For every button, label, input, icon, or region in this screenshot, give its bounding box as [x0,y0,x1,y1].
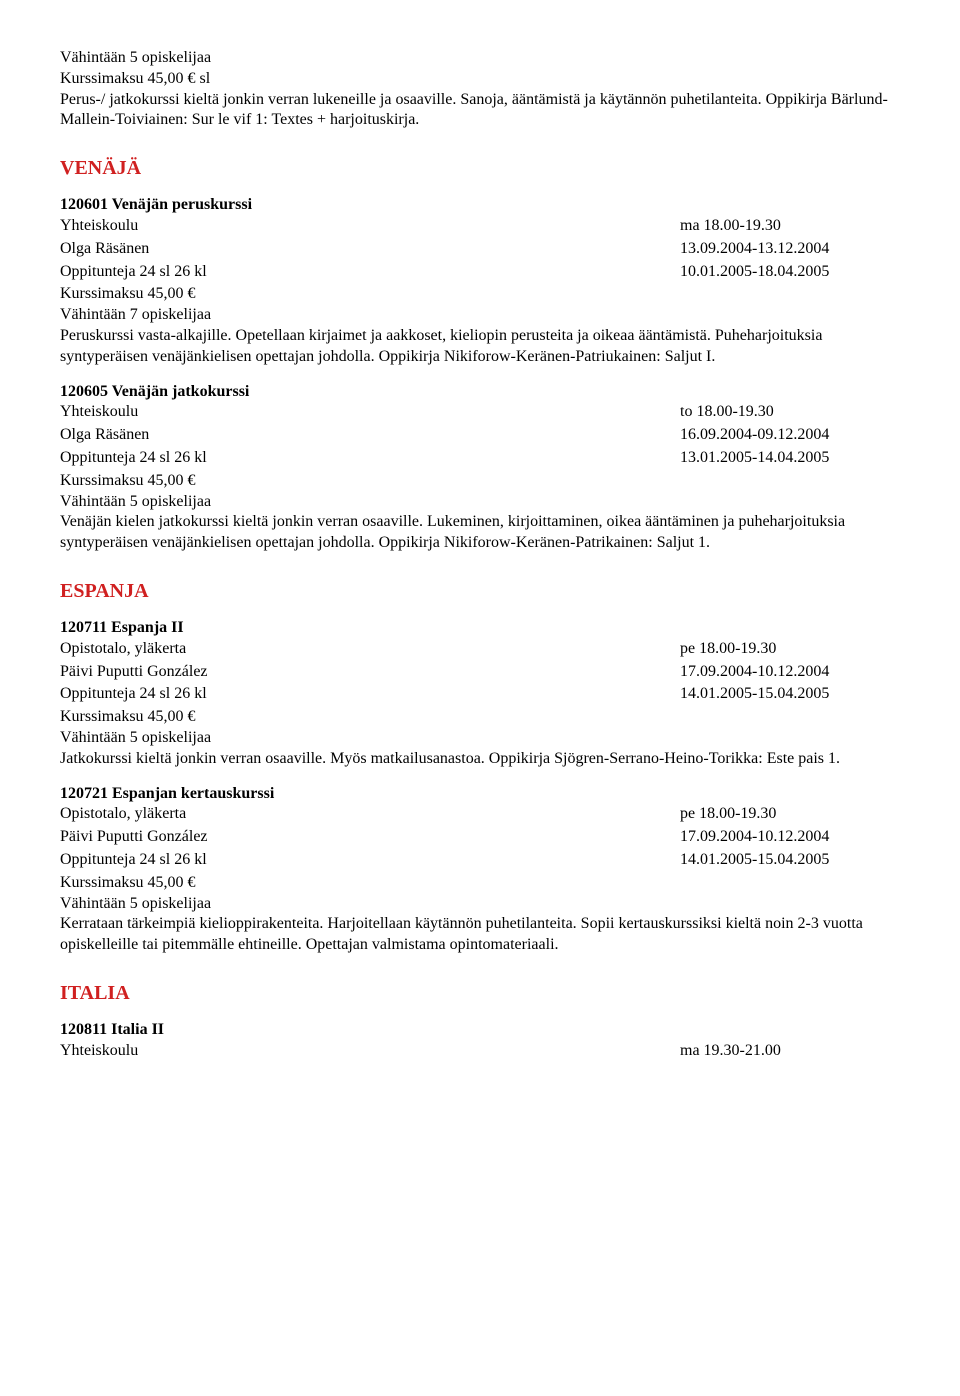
intro-min: Vähintään 5 opiskelijaa [60,48,900,69]
course-desc: Peruskurssi vasta-alkajille. Opetellaan … [60,326,900,368]
teacher: Olga Räsänen [60,425,680,446]
location: Opistotalo, yläkerta [60,639,680,660]
teacher: Päivi Puputti González [60,827,680,848]
location: Yhteiskoulu [60,402,680,423]
course-row-location: Yhteiskoulu ma 18.00-19.30 [60,216,900,237]
section-heading-venaja: VENÄJÄ [60,155,900,181]
date-range-2: 14.01.2005-15.04.2005 [680,684,900,705]
course-block: 120601 Venäjän peruskurssi Yhteiskoulu m… [60,195,900,367]
schedule-time: ma 18.00-19.30 [680,216,900,237]
course-fee: Kurssimaksu 45,00 € [60,471,900,492]
course-row-location: Yhteiskoulu ma 19.30-21.00 [60,1041,900,1062]
course-title: 120711 Espanja II [60,618,900,639]
intro-block: Vähintään 5 opiskelijaa Kurssimaksu 45,0… [60,48,900,131]
course-min: Vähintään 7 opiskelijaa [60,305,900,326]
course-block: 120605 Venäjän jatkokurssi Yhteiskoulu t… [60,382,900,554]
lessons: Oppitunteja 24 sl 26 kl [60,448,680,469]
lessons: Oppitunteja 24 sl 26 kl [60,850,680,871]
course-min: Vähintään 5 opiskelijaa [60,728,900,749]
course-min: Vähintään 5 opiskelijaa [60,894,900,915]
date-range-2: 10.01.2005-18.04.2005 [680,262,900,283]
location: Yhteiskoulu [60,1041,680,1062]
course-block: 120711 Espanja II Opistotalo, yläkerta p… [60,618,900,770]
teacher: Päivi Puputti González [60,662,680,683]
course-row-teacher: Päivi Puputti González 17.09.2004-10.12.… [60,827,900,848]
course-row-teacher: Päivi Puputti González 17.09.2004-10.12.… [60,662,900,683]
location: Opistotalo, yläkerta [60,804,680,825]
course-row-lessons: Oppitunteja 24 sl 26 kl 14.01.2005-15.04… [60,850,900,871]
schedule-time: ma 19.30-21.00 [680,1041,900,1062]
course-block: 120811 Italia II Yhteiskoulu ma 19.30-21… [60,1020,900,1062]
intro-fee: Kurssimaksu 45,00 € sl [60,69,900,90]
intro-desc: Perus-/ jatkokurssi kieltä jonkin verran… [60,90,900,132]
course-row-lessons: Oppitunteja 24 sl 26 kl 10.01.2005-18.04… [60,262,900,283]
teacher: Olga Räsänen [60,239,680,260]
course-desc: Venäjän kielen jatkokurssi kieltä jonkin… [60,512,900,554]
course-fee: Kurssimaksu 45,00 € [60,707,900,728]
course-title: 120721 Espanjan kertauskurssi [60,784,900,805]
course-row-lessons: Oppitunteja 24 sl 26 kl 13.01.2005-14.04… [60,448,900,469]
course-title: 120601 Venäjän peruskurssi [60,195,900,216]
section-heading-espanja: ESPANJA [60,578,900,604]
section-heading-italia: ITALIA [60,980,900,1006]
lessons: Oppitunteja 24 sl 26 kl [60,262,680,283]
course-desc: Kerrataan tärkeimpiä kielioppirakenteita… [60,914,900,956]
date-range-1: 13.09.2004-13.12.2004 [680,239,900,260]
course-row-location: Yhteiskoulu to 18.00-19.30 [60,402,900,423]
course-row-location: Opistotalo, yläkerta pe 18.00-19.30 [60,639,900,660]
course-row-teacher: Olga Räsänen 13.09.2004-13.12.2004 [60,239,900,260]
course-row-teacher: Olga Räsänen 16.09.2004-09.12.2004 [60,425,900,446]
course-desc: Jatkokurssi kieltä jonkin verran osaavil… [60,749,900,770]
date-range-2: 14.01.2005-15.04.2005 [680,850,900,871]
course-row-lessons: Oppitunteja 24 sl 26 kl 14.01.2005-15.04… [60,684,900,705]
schedule-time: to 18.00-19.30 [680,402,900,423]
lessons: Oppitunteja 24 sl 26 kl [60,684,680,705]
course-min: Vähintään 5 opiskelijaa [60,492,900,513]
course-fee: Kurssimaksu 45,00 € [60,873,900,894]
course-title: 120811 Italia II [60,1020,900,1041]
location: Yhteiskoulu [60,216,680,237]
schedule-time: pe 18.00-19.30 [680,639,900,660]
course-title: 120605 Venäjän jatkokurssi [60,382,900,403]
date-range-2: 13.01.2005-14.04.2005 [680,448,900,469]
date-range-1: 16.09.2004-09.12.2004 [680,425,900,446]
date-range-1: 17.09.2004-10.12.2004 [680,827,900,848]
course-block: 120721 Espanjan kertauskurssi Opistotalo… [60,784,900,956]
course-row-location: Opistotalo, yläkerta pe 18.00-19.30 [60,804,900,825]
schedule-time: pe 18.00-19.30 [680,804,900,825]
course-fee: Kurssimaksu 45,00 € [60,284,900,305]
date-range-1: 17.09.2004-10.12.2004 [680,662,900,683]
